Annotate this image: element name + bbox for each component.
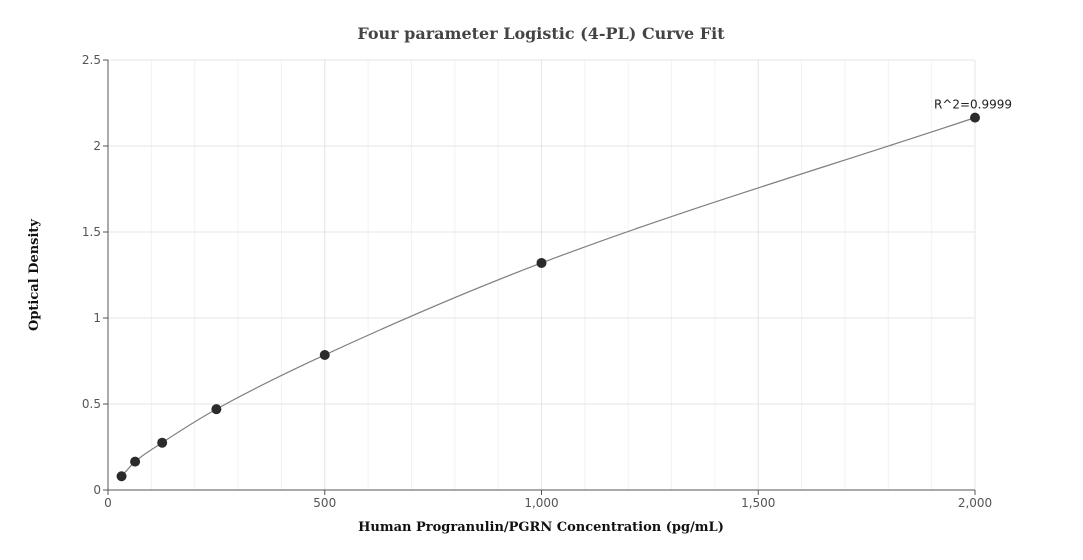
y-tick-label: 2.5	[82, 53, 101, 67]
y-axis-label: Optical Density	[27, 219, 42, 331]
data-point	[211, 404, 222, 415]
data-point	[157, 437, 168, 448]
r-squared-annotation: R^2=0.9999	[934, 98, 1012, 112]
x-tick-label: 1,500	[741, 496, 775, 510]
y-tick-label: 0	[93, 483, 101, 497]
chart-title: Four parameter Logistic (4-PL) Curve Fit	[357, 24, 725, 43]
data-point	[970, 112, 980, 123]
data-point	[536, 257, 547, 268]
x-tick-label: 0	[104, 496, 112, 510]
x-axis-label: Human Progranulin/PGRN Concentration (pg…	[358, 520, 724, 535]
data-point	[130, 456, 141, 467]
data-point	[116, 471, 127, 482]
x-tick-label: 500	[313, 496, 336, 510]
y-tick-label: 0.5	[82, 397, 101, 411]
y-tick-label: 1	[93, 311, 101, 325]
data-point	[319, 349, 330, 360]
x-tick-label: 2,000	[958, 496, 992, 510]
fit-curve	[121, 117, 976, 477]
axes: 0 0.5 1 1.5 2 2.5 0 500 1,000 1,500 2,000	[82, 53, 992, 510]
fit-curve-layer	[121, 117, 976, 477]
grid	[107, 59, 976, 491]
y-tick-label: 1.5	[82, 225, 101, 239]
y-tick-label: 2	[93, 139, 101, 153]
x-tick-label: 1,000	[524, 496, 558, 510]
data-points-layer	[116, 112, 980, 482]
